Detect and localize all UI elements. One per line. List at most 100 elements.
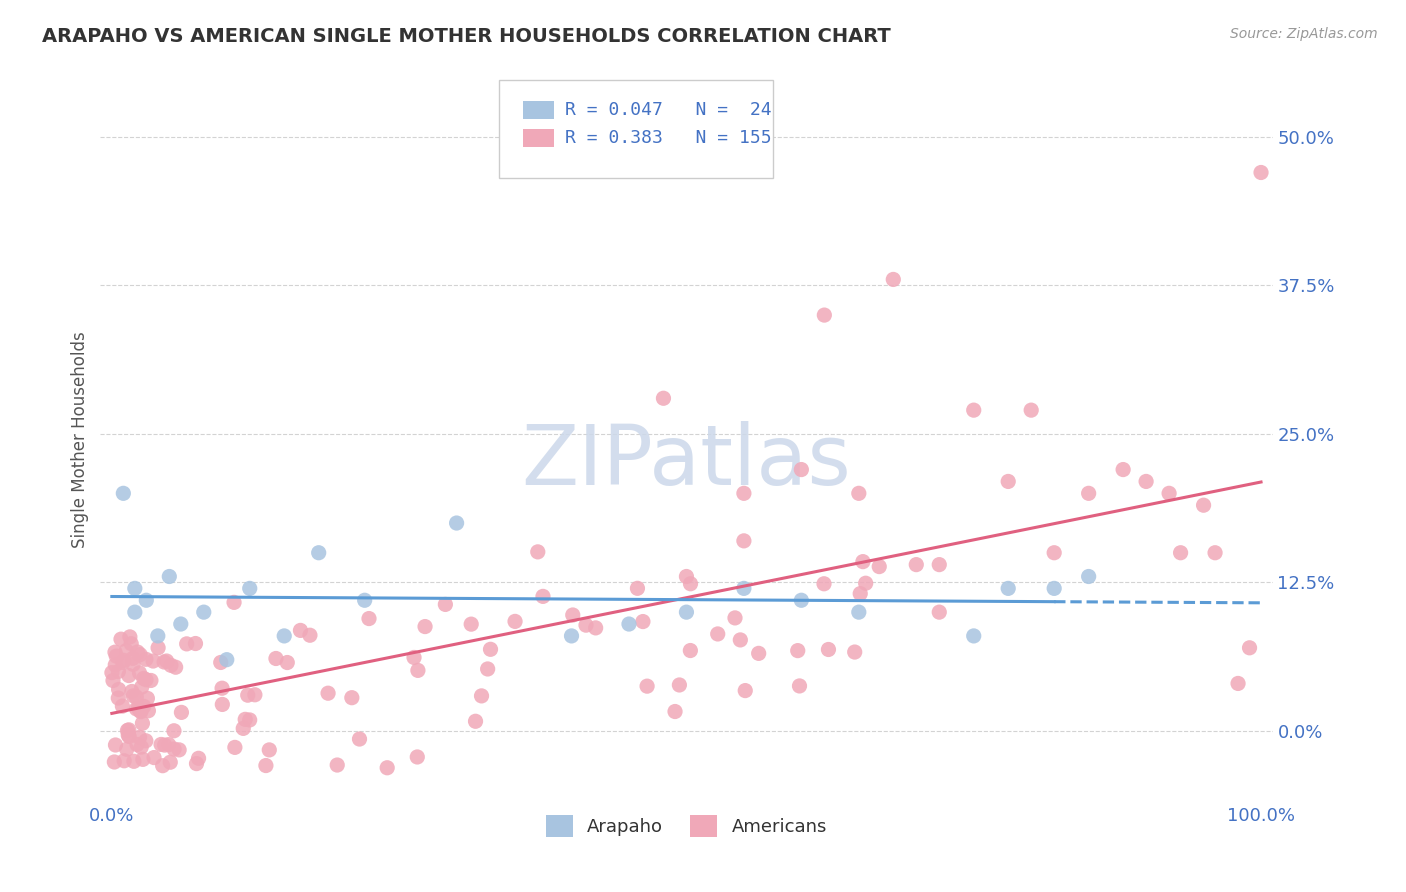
- Point: [470, 689, 492, 703]
- Point: [167, 743, 190, 757]
- Point: [1077, 569, 1099, 583]
- Point: [406, 750, 429, 764]
- Point: [135, 593, 157, 607]
- Point: [112, 653, 135, 667]
- Point: [1239, 640, 1261, 655]
- Text: R = 0.383   N = 155: R = 0.383 N = 155: [565, 129, 772, 147]
- Point: [128, 665, 150, 680]
- Point: [157, 738, 180, 752]
- Point: [790, 593, 813, 607]
- Point: [631, 615, 654, 629]
- Point: [170, 617, 193, 632]
- Point: [129, 740, 152, 755]
- Point: [460, 617, 482, 632]
- Point: [308, 546, 330, 560]
- Point: [103, 755, 125, 769]
- Point: [273, 629, 295, 643]
- Point: [163, 723, 186, 738]
- Point: [129, 704, 152, 718]
- Point: [928, 558, 950, 572]
- Point: [117, 728, 139, 742]
- Point: [159, 756, 181, 770]
- Point: [176, 637, 198, 651]
- Point: [118, 730, 141, 744]
- Point: [211, 698, 233, 712]
- Point: [997, 582, 1019, 596]
- Point: [101, 673, 124, 688]
- Point: [233, 712, 256, 726]
- Point: [813, 576, 835, 591]
- Point: [232, 722, 254, 736]
- Point: [679, 643, 702, 657]
- Point: [112, 754, 135, 768]
- Point: [193, 605, 215, 619]
- Point: [1250, 165, 1272, 179]
- Point: [259, 743, 281, 757]
- Point: [617, 617, 640, 632]
- Point: [187, 751, 209, 765]
- Point: [124, 605, 146, 619]
- Point: [157, 569, 180, 583]
- Point: [526, 545, 548, 559]
- Point: [125, 738, 148, 752]
- Point: [142, 654, 165, 668]
- Point: [111, 656, 134, 670]
- Point: [855, 576, 877, 591]
- Point: [104, 657, 127, 672]
- Point: [585, 621, 607, 635]
- Y-axis label: Single Mother Households: Single Mother Households: [72, 332, 89, 549]
- Point: [997, 475, 1019, 489]
- Point: [118, 630, 141, 644]
- Point: [131, 716, 153, 731]
- Point: [786, 643, 808, 657]
- Point: [668, 678, 690, 692]
- Point: [104, 738, 127, 752]
- Point: [434, 598, 457, 612]
- Legend: Arapaho, Americans: Arapaho, Americans: [538, 807, 834, 844]
- Point: [209, 656, 232, 670]
- Point: [104, 645, 127, 659]
- Point: [353, 593, 375, 607]
- Point: [733, 486, 755, 500]
- Point: [679, 576, 702, 591]
- Point: [963, 629, 986, 643]
- Point: [224, 740, 246, 755]
- Point: [748, 646, 770, 660]
- Point: [264, 651, 287, 665]
- Point: [107, 682, 129, 697]
- Point: [215, 653, 238, 667]
- Point: [115, 643, 138, 657]
- Point: [138, 704, 160, 718]
- Point: [120, 637, 142, 651]
- Point: [561, 607, 583, 622]
- Point: [117, 723, 139, 738]
- Point: [724, 611, 747, 625]
- Point: [115, 742, 138, 756]
- Point: [1077, 486, 1099, 500]
- Point: [626, 582, 648, 596]
- Point: [122, 689, 145, 703]
- Point: [813, 308, 835, 322]
- Point: [1135, 475, 1157, 489]
- Point: [135, 652, 157, 666]
- Text: ZIPatlas: ZIPatlas: [522, 421, 852, 502]
- Point: [184, 636, 207, 650]
- Point: [118, 723, 141, 737]
- Point: [1204, 546, 1226, 560]
- Point: [733, 582, 755, 596]
- Point: [316, 686, 339, 700]
- Point: [848, 486, 870, 500]
- Point: [239, 713, 262, 727]
- Point: [139, 673, 162, 688]
- Point: [531, 590, 554, 604]
- Point: [150, 738, 173, 752]
- Point: [290, 624, 312, 638]
- Point: [1227, 676, 1250, 690]
- Point: [848, 605, 870, 619]
- Point: [664, 705, 686, 719]
- Point: [239, 582, 262, 596]
- Point: [135, 673, 157, 687]
- Point: [675, 605, 697, 619]
- Point: [211, 681, 233, 696]
- Point: [326, 758, 349, 772]
